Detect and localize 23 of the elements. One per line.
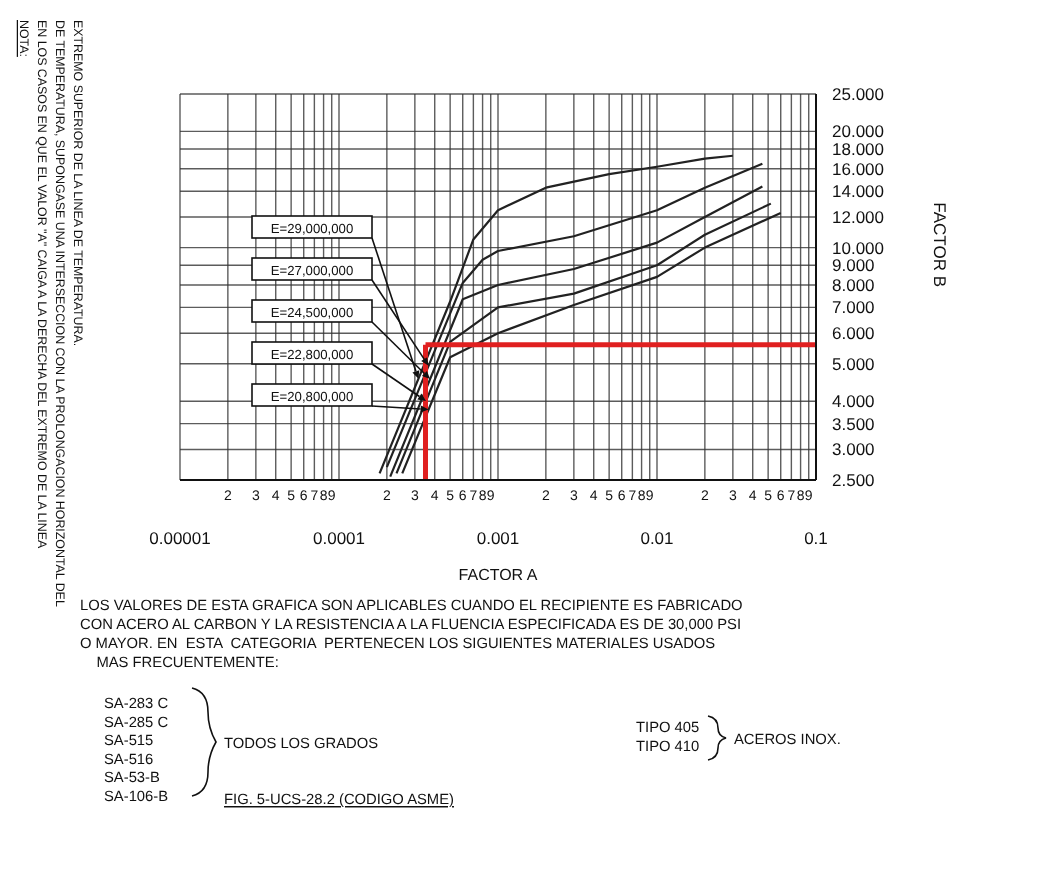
x-axis-title: FACTOR A (458, 566, 539, 584)
y-tick-label: 20.000 (832, 121, 885, 142)
y-tick-label: 18.000 (832, 139, 885, 160)
x-tick-label: 0.01 (640, 528, 675, 548)
y-tick-label: 14.000 (832, 181, 885, 202)
y-tick-label: 8.000 (832, 275, 876, 296)
y-axis-title: FACTOR B (929, 202, 950, 288)
y-tick-label: 7.000 (832, 297, 876, 318)
x-tick-label: 0.00001 (149, 528, 212, 548)
y-tick-label: 6.000 (832, 323, 876, 344)
y-tick-label: 25.000 (832, 84, 885, 105)
x-tick-label: 0.1 (804, 528, 829, 548)
x-tick-label: 0.0001 (313, 528, 366, 548)
y-tick-label: 16.000 (832, 158, 885, 179)
y-tick-label: 2.500 (832, 470, 876, 491)
y-tick-label: 3.000 (832, 439, 876, 460)
y-tick-label: 4.000 (832, 391, 876, 412)
y-tick-label: 10.000 (832, 237, 885, 258)
y-tick-label: 3.500 (832, 413, 876, 434)
x-tick-label: 0.001 (476, 528, 520, 548)
y-tick-label: 9.000 (832, 255, 876, 276)
y-tick-label: 12.000 (832, 207, 885, 228)
y-tick-label: 5.000 (832, 353, 876, 374)
